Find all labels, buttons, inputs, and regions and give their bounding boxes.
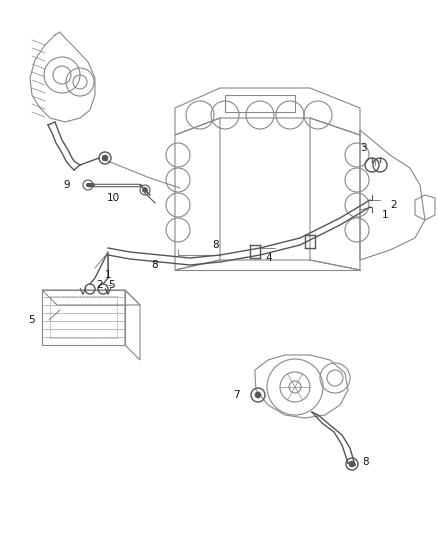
Text: 8: 8 <box>152 260 158 270</box>
Text: 4: 4 <box>265 253 272 263</box>
Text: 2: 2 <box>390 200 397 210</box>
Text: 7: 7 <box>233 390 240 400</box>
Circle shape <box>255 392 261 398</box>
Text: 9: 9 <box>64 180 70 190</box>
Text: 1: 1 <box>105 270 111 280</box>
Text: 5: 5 <box>28 315 35 325</box>
Text: 2: 2 <box>97 280 103 290</box>
Circle shape <box>102 155 108 161</box>
Text: 8: 8 <box>212 240 219 250</box>
Text: 5: 5 <box>108 280 115 290</box>
Text: 10: 10 <box>107 193 120 203</box>
Text: 8: 8 <box>362 457 369 467</box>
Circle shape <box>142 188 148 192</box>
Circle shape <box>349 461 355 467</box>
Text: 3: 3 <box>360 143 367 153</box>
Text: 1: 1 <box>382 210 389 220</box>
